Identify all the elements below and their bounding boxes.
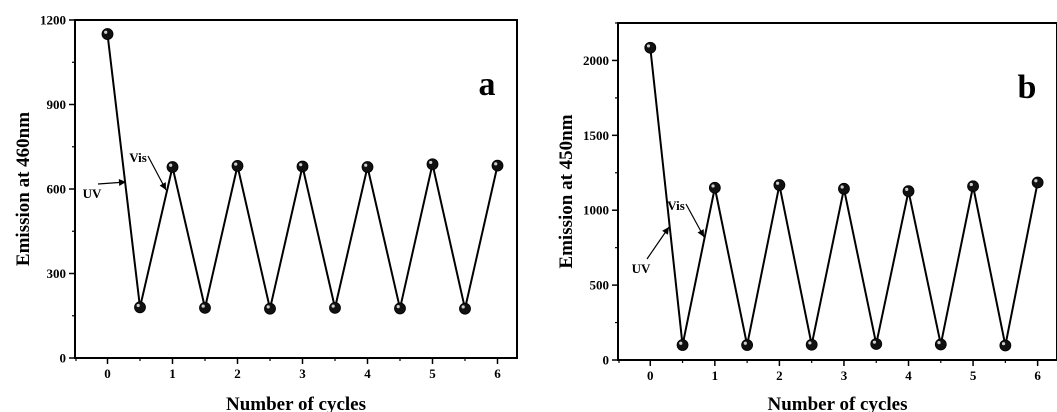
data-point xyxy=(491,159,504,172)
y-axis-title: Emission at 450nm xyxy=(556,114,577,268)
data-point-highlight xyxy=(429,160,433,165)
data-point xyxy=(741,339,754,351)
y-tick-label: 500 xyxy=(590,278,610,293)
y-tick-label: 300 xyxy=(47,266,67,281)
data-point xyxy=(426,158,439,171)
data-point xyxy=(708,181,721,194)
data-point xyxy=(361,161,374,173)
data-point-highlight xyxy=(494,162,498,166)
data-point-highlight xyxy=(775,181,780,185)
x-tick-label: 2 xyxy=(776,368,783,383)
x-tick-label: 3 xyxy=(299,366,306,381)
data-point-highlight xyxy=(969,182,973,187)
y-tick-label: 0 xyxy=(60,351,67,366)
data-point-highlight xyxy=(396,305,400,309)
y-tick-label: 900 xyxy=(47,97,67,112)
data-point-highlight xyxy=(104,30,108,34)
data-point xyxy=(329,301,341,314)
data-point xyxy=(264,302,276,315)
annotation-label: Vis xyxy=(667,198,685,213)
series-line xyxy=(649,47,1039,346)
data-point xyxy=(967,180,979,193)
y-tick-label: 1500 xyxy=(583,128,609,143)
data-point-highlight xyxy=(299,163,303,167)
data-point xyxy=(773,179,786,191)
panel-letter: b xyxy=(1018,69,1037,106)
y-axis-title: Emission at 460nm xyxy=(13,112,34,266)
x-tick-label: 4 xyxy=(364,366,371,381)
data-point xyxy=(296,160,309,173)
data-point-highlight xyxy=(136,303,140,308)
annotation-label: Vis xyxy=(129,150,147,165)
x-tick-label: 1 xyxy=(169,366,176,381)
y-tick-label: 0 xyxy=(603,353,610,368)
data-point-highlight xyxy=(840,185,844,189)
data-point-highlight xyxy=(646,44,651,48)
x-axis-title: Number of cycles xyxy=(767,394,907,412)
y-tick-label: 1200 xyxy=(40,13,66,28)
data-point-highlight xyxy=(1001,342,1006,346)
data-point xyxy=(231,160,244,172)
chart-panel-a: 0 1 2 3 4 5 6 0 300 600 900 1200 Number of cycles Emi… xyxy=(13,13,518,412)
data-point-highlight xyxy=(808,341,812,345)
data-point xyxy=(934,338,947,351)
data-point-highlight xyxy=(331,304,335,308)
x-tick-label: 6 xyxy=(494,366,501,381)
x-tick-label: 0 xyxy=(104,366,111,381)
data-point xyxy=(870,338,883,350)
data-point-highlight xyxy=(169,163,173,167)
data-point-highlight xyxy=(461,305,465,309)
data-point-highlight xyxy=(234,162,238,166)
data-point-highlight xyxy=(905,187,909,192)
annotation-arrowhead xyxy=(697,229,704,237)
data-point xyxy=(199,301,211,314)
data-point xyxy=(805,338,818,351)
data-point-highlight xyxy=(266,305,270,309)
data-point xyxy=(838,182,850,195)
panel-letter: a xyxy=(479,66,496,103)
y-tick-label: 600 xyxy=(47,182,67,197)
x-tick-label: 2 xyxy=(234,366,241,381)
data-point xyxy=(999,339,1012,352)
data-point xyxy=(394,302,406,315)
data-point xyxy=(902,185,915,198)
annotation-arrowhead xyxy=(662,227,669,235)
plot-frame xyxy=(617,22,1057,361)
data-point xyxy=(676,339,689,351)
data-point xyxy=(134,301,146,314)
data-point-highlight xyxy=(711,184,715,188)
data-point-highlight xyxy=(364,163,368,167)
y-tick-label: 2000 xyxy=(583,53,609,68)
x-tick-label: 3 xyxy=(841,368,848,383)
data-point-highlight xyxy=(201,304,205,308)
x-tick-label: 0 xyxy=(647,368,654,383)
data-point xyxy=(459,302,471,315)
annotation-label: UV xyxy=(83,186,102,201)
data-point xyxy=(644,41,657,54)
data-point-highlight xyxy=(679,341,683,345)
annotation-arrowhead xyxy=(159,182,166,190)
data-point-highlight xyxy=(872,340,877,344)
annotation-arrowhead xyxy=(118,179,126,186)
x-tick-label: 5 xyxy=(429,366,436,381)
data-point-highlight xyxy=(1034,179,1038,183)
x-tick-label: 1 xyxy=(712,368,719,383)
data-point-highlight xyxy=(937,341,941,345)
y-tick-label: 1000 xyxy=(583,203,609,218)
data-point xyxy=(1031,176,1044,189)
chart-panel-b: 0 1 2 3 4 5 6 0 500 1000 1500 2000 Number of cycles E… xyxy=(556,22,1057,412)
x-axis-title: Number of cycles xyxy=(226,394,366,412)
x-tick-label: 4 xyxy=(905,368,912,383)
annotation-label: UV xyxy=(632,261,651,276)
x-tick-label: 5 xyxy=(970,368,977,383)
data-point-highlight xyxy=(743,341,747,345)
data-point xyxy=(166,161,179,173)
x-tick-label: 6 xyxy=(1034,368,1041,383)
data-point xyxy=(101,28,114,40)
